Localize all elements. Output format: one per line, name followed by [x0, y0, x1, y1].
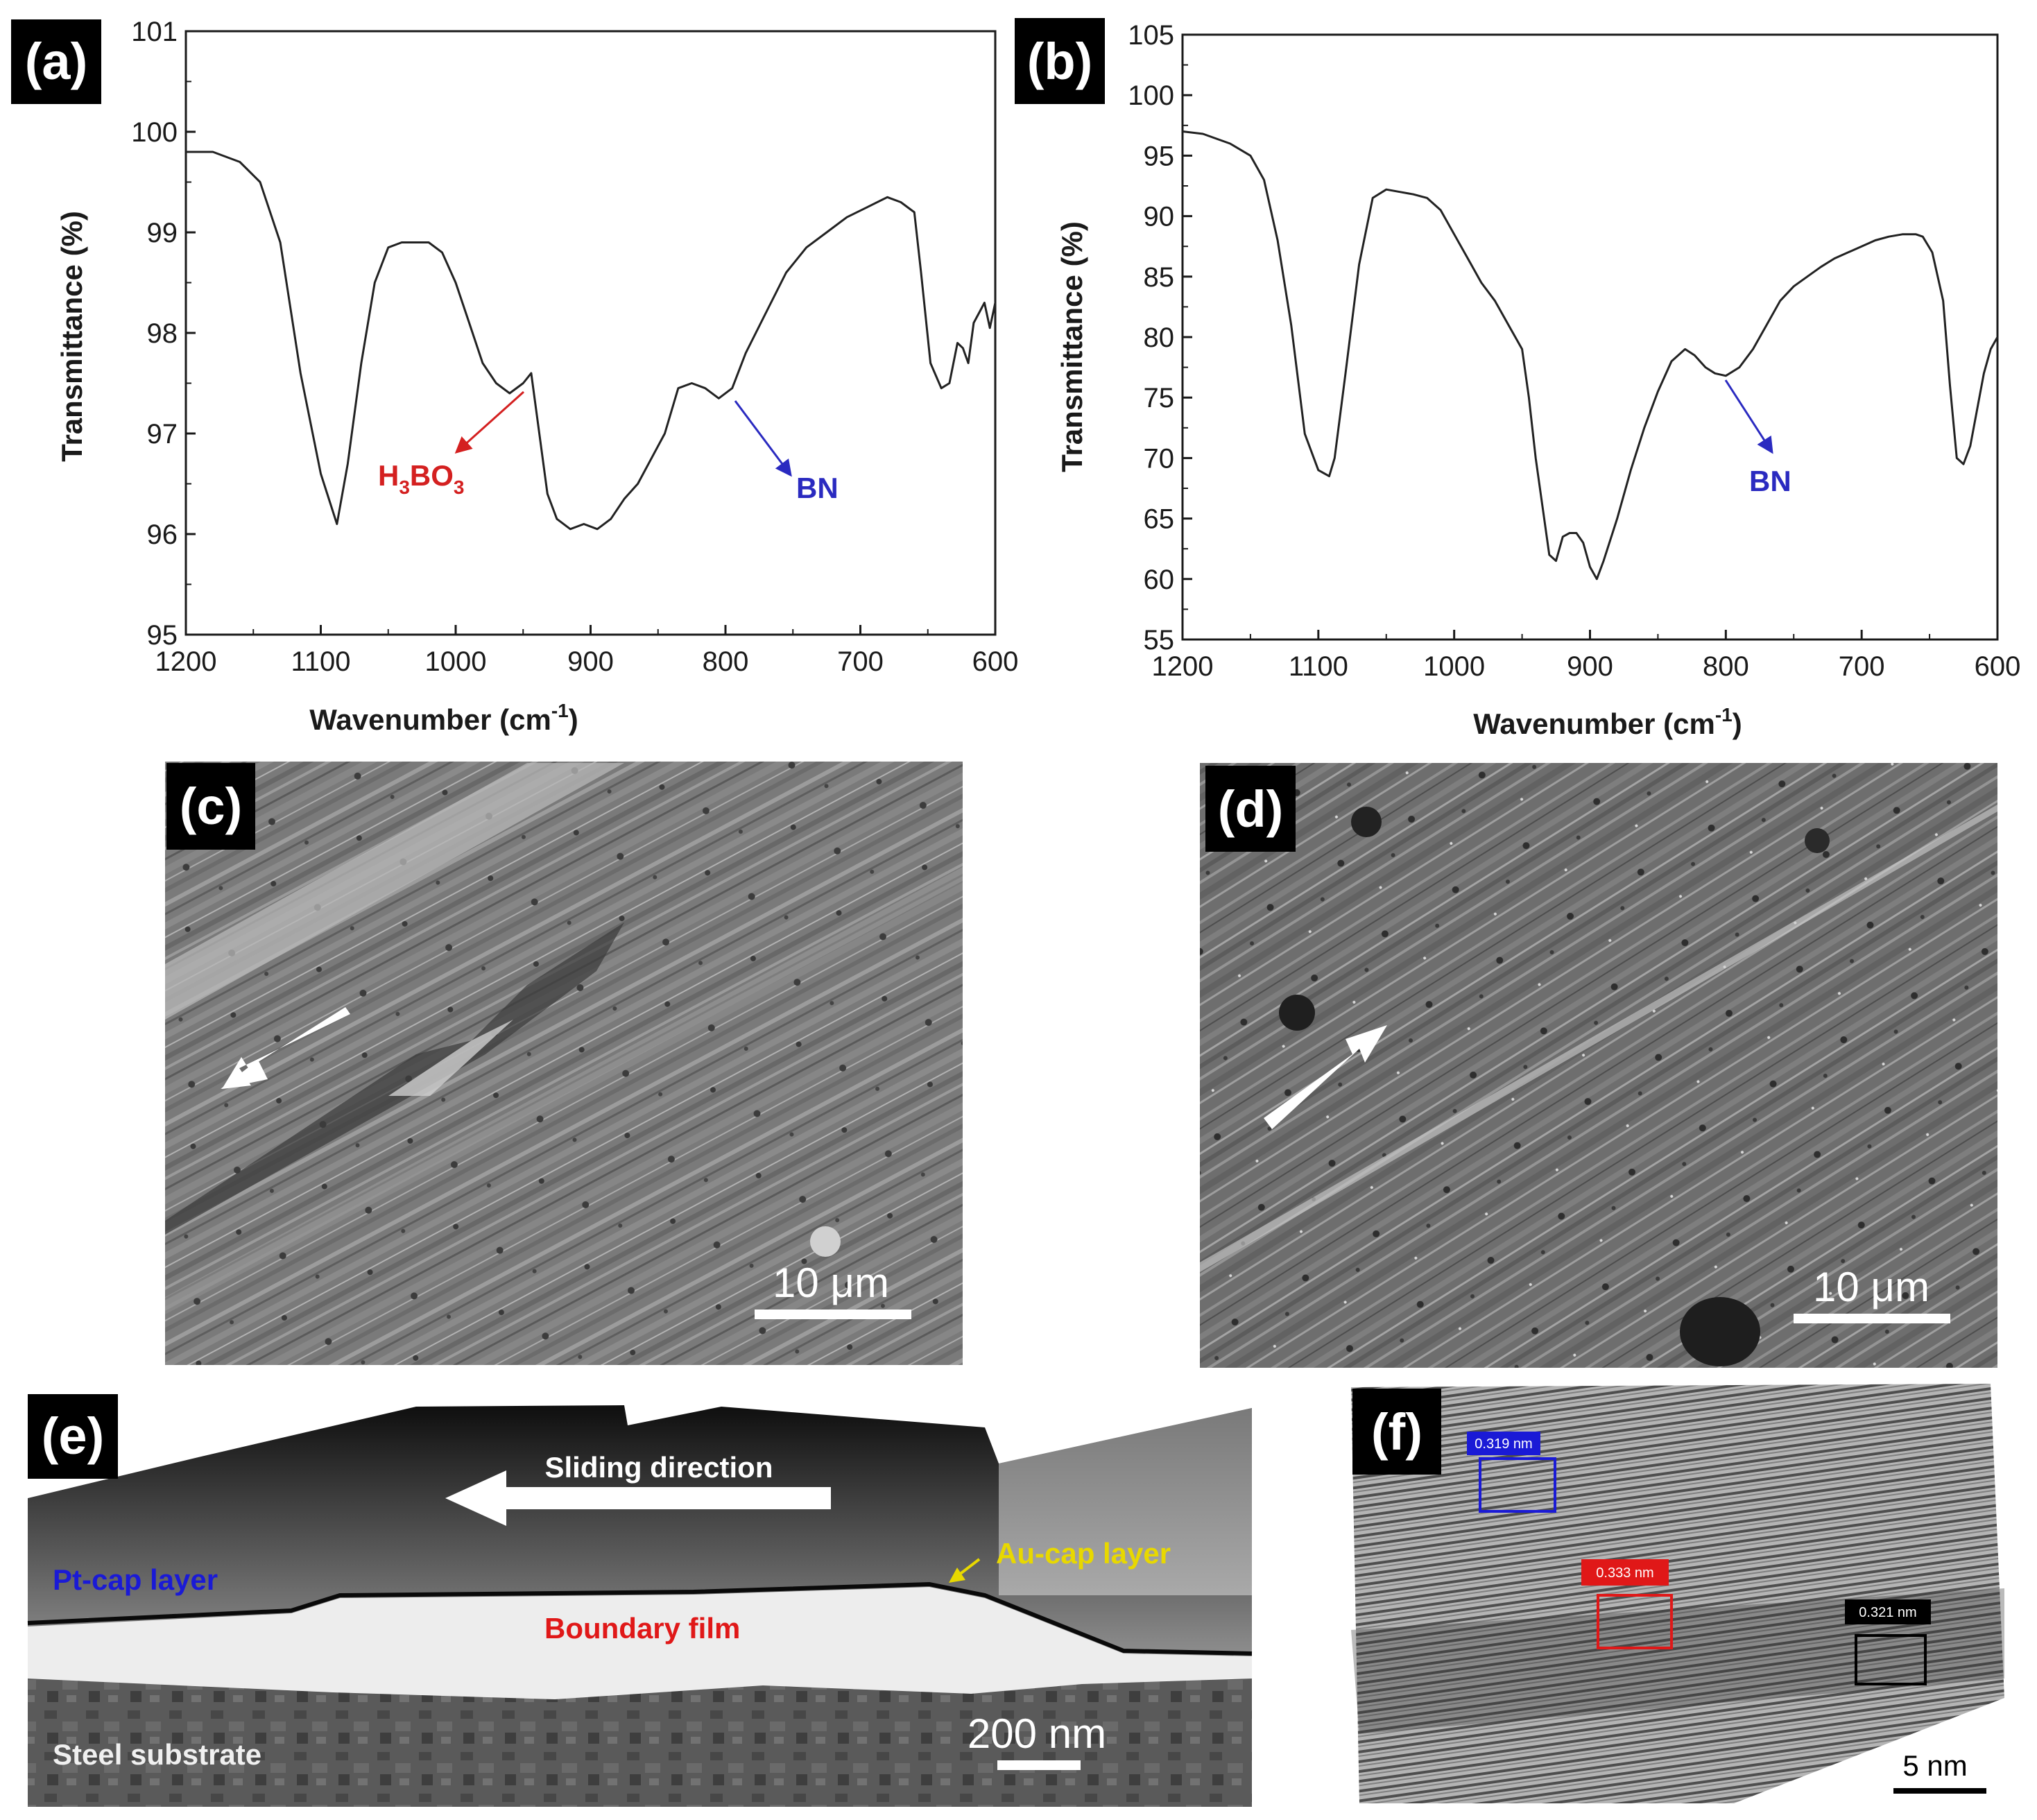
label-c-badge: (c)	[166, 763, 255, 850]
chart-b-ytick-label: 90	[1144, 202, 1175, 232]
label-f: (f)	[1371, 1403, 1423, 1461]
chart-a-ytick-label: 101	[131, 17, 178, 47]
chart-a-xtick-label: 1100	[291, 646, 350, 677]
sliding-arrow-d	[1264, 1025, 1387, 1129]
chart-a-xtick-label: 1200	[155, 646, 217, 677]
chart-b-ytick-label: 60	[1144, 565, 1175, 595]
steel-substrate-label: Steel substrate	[53, 1738, 261, 1771]
label-d-badge: (d)	[1205, 766, 1296, 852]
chart-a-series-line	[186, 151, 997, 531]
lattice-spacing-blue: 0.319 nm	[1475, 1436, 1532, 1452]
chart-a-ticks	[184, 30, 997, 636]
scale-bar-c: 10 μm	[755, 1260, 911, 1319]
chart-b-ytick-label: 75	[1144, 383, 1175, 413]
h3bo3-arrow	[454, 390, 525, 454]
chart-b-ylabel: Transmittance (%)	[1056, 221, 1088, 472]
tem-image-e: Sliding direction Pt-cap layer Au-cap la…	[27, 1394, 1253, 1807]
label-a: (a)	[25, 33, 87, 90]
chart-b-series-line	[1182, 130, 1999, 581]
chart-b-xtick-label: 600	[1975, 651, 2021, 682]
label-f-badge: (f)	[1352, 1389, 1441, 1475]
chart-b-xtick-label: 900	[1567, 651, 1613, 682]
chart-b-frame	[1181, 33, 1999, 641]
lattice-tag-blue	[1467, 1432, 1540, 1455]
scale-bar-f-label: 5 nm	[1902, 1749, 1967, 1782]
label-b-badge: (b)	[1015, 18, 1105, 104]
chart-b-xtick-label: 1100	[1289, 651, 1348, 682]
chart-a-ytick-label: 99	[147, 218, 178, 248]
scale-bar-d-label: 10 μm	[1813, 1264, 1929, 1310]
chart-a-ytick-label: 100	[131, 117, 178, 148]
h3bo3-label: H3BO3	[378, 459, 465, 498]
chart-b-ytick-label: 95	[1144, 141, 1175, 171]
chart-b-ticks	[1181, 33, 1999, 641]
chart-b-ytick-label: 70	[1144, 443, 1175, 474]
chart-b-xlabel: Wavenumber (cm-1)	[1473, 704, 1742, 740]
chart-b-xtick-label: 1200	[1152, 651, 1214, 682]
label-d: (d)	[1218, 780, 1284, 838]
chart-a-plot-frame	[184, 30, 997, 636]
chart-b-ytick-label: 105	[1128, 20, 1174, 51]
chart-a-xtick-label: 1000	[425, 646, 487, 677]
pt-cap-label: Pt-cap layer	[53, 1563, 218, 1596]
chart-b-ytick-label: 65	[1144, 504, 1175, 535]
chart-b: 1200 1100 1000 900 800 700 600 55 60 65 70 75 80 85 90…	[1056, 20, 2020, 740]
chart-b-ytick-label: 100	[1128, 80, 1174, 111]
chart-a-xtick-label: 600	[972, 646, 1019, 677]
chart-a-xtick-label: 700	[837, 646, 884, 677]
label-e: (e)	[42, 1407, 104, 1465]
chart-b-plot-frame	[1181, 33, 1999, 641]
scale-bar-e: 200 nm	[968, 1710, 1106, 1770]
label-e-badge: (e)	[28, 1394, 118, 1479]
lattice-box-blue	[1479, 1457, 1556, 1513]
boundary-film-label: Boundary film	[544, 1612, 740, 1645]
sliding-direction-label: Sliding direction	[544, 1451, 773, 1484]
bn-label-b: BN	[1749, 465, 1791, 497]
chart-b-xtick-label: 800	[1703, 651, 1749, 682]
chart-a-ytick-label: 96	[147, 520, 178, 550]
sliding-arrow-c	[221, 1007, 350, 1089]
chart-a-series	[186, 151, 997, 531]
lattice-spacing-black: 0.321 nm	[1859, 1605, 1916, 1620]
chart-b-ytick-label: 85	[1144, 262, 1175, 293]
label-b: (b)	[1027, 33, 1093, 90]
chart-b-tick-labels: 1200 1100 1000 900 800 700 600 55 60 65 70 75 80 85 90…	[1128, 20, 2020, 682]
sem-image-d	[1200, 763, 1997, 1368]
scale-bar-e-label: 200 nm	[968, 1710, 1106, 1757]
label-c: (c)	[180, 778, 242, 835]
chart-a-ylabel: Transmittance (%)	[55, 211, 88, 462]
lattice-box-red	[1597, 1594, 1673, 1649]
chart-b-xtick-label: 700	[1839, 651, 1885, 682]
hrtem-image-f: 0.319 nm 0.333 nm 0.321 nm 5 nm	[1351, 1384, 2004, 1803]
chart-a-xtick-label: 900	[567, 646, 614, 677]
chart-a-ytick-label: 98	[147, 318, 178, 349]
chart-b-ytick-label: 80	[1144, 323, 1175, 353]
au-cap-label: Au-cap layer	[996, 1537, 1171, 1570]
scale-bar-f: 5 nm	[1893, 1749, 1986, 1794]
chart-a-tick-labels: 1200 1100 1000 900 800 700 600 95 96 97 98 99 100 101	[131, 17, 1018, 677]
sem-image-c	[165, 762, 963, 1365]
lattice-tag-red	[1581, 1559, 1669, 1586]
chart-a-ytick-label: 95	[147, 620, 178, 651]
bn-label-a: BN	[796, 472, 839, 504]
label-a-badge: (a)	[11, 19, 101, 104]
scale-bar-c-label: 10 μm	[773, 1260, 889, 1306]
chart-a-frame	[184, 30, 997, 636]
chart-b-ytick-label: 55	[1144, 625, 1175, 655]
lattice-spacing-red: 0.333 nm	[1596, 1565, 1653, 1581]
chart-b-series	[1182, 130, 1999, 581]
au-cap-arrowhead	[949, 1568, 965, 1583]
bn-arrow-a	[734, 400, 792, 477]
chart-a-xtick-label: 800	[703, 646, 749, 677]
scale-bar-d: 10 μm	[1794, 1264, 1950, 1323]
bn-arrow-b	[1724, 379, 1773, 454]
chart-a-xlabel: Wavenumber (cm-1)	[309, 700, 578, 736]
lattice-box-black	[1855, 1634, 1927, 1685]
sliding-arrow-e	[445, 1470, 831, 1526]
lattice-tag-black	[1845, 1599, 1931, 1624]
chart-b-xtick-label: 1000	[1423, 651, 1485, 682]
chart-a: 1200 1100 1000 900 800 700 600 95 96 97 98 99 100 101…	[55, 17, 1018, 736]
chart-a-ytick-label: 97	[147, 419, 178, 449]
